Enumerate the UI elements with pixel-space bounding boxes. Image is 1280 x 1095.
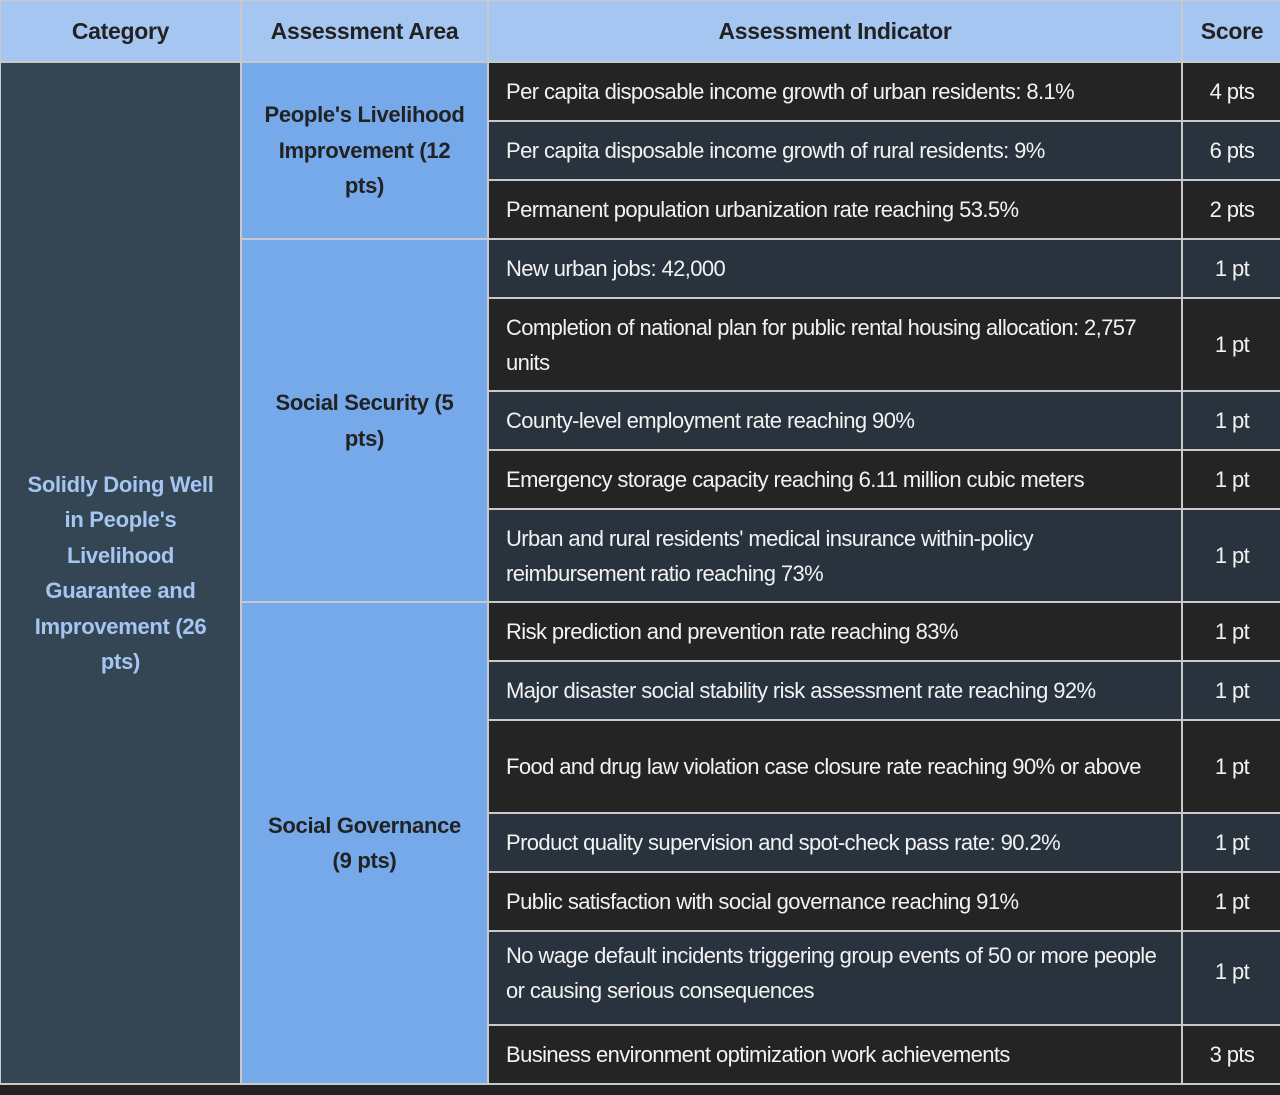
score-cell: 4 pts [1181,61,1280,122]
score-cell: 1 pt [1181,508,1280,603]
score-cell: 3 pts [1181,1024,1280,1085]
indicator-cell: Per capita disposable income growth of u… [487,61,1183,122]
table-row: Product quality supervision and spot-che… [0,812,1280,873]
indicator-cell: Product quality supervision and spot-che… [487,812,1183,873]
score-cell: 1 pt [1181,390,1280,451]
table-row: Major disaster social stability risk ass… [0,660,1280,721]
header-assessment-indicator: Assessment Indicator [487,0,1183,63]
indicator-cell: Food and drug law violation case closure… [487,719,1183,814]
table-row: Per capita disposable income growth of r… [0,120,1280,181]
indicator-cell: Permanent population urbanization rate r… [487,179,1183,240]
area-social-governance: Social Governance (9 pts) [240,601,489,1085]
indicator-cell: New urban jobs: 42,000 [487,238,1183,299]
score-cell: 1 pt [1181,930,1280,1026]
category-cell: Solidly Doing Well in People's Livelihoo… [0,61,242,1085]
table-row: Emergency storage capacity reaching 6.11… [0,449,1280,510]
score-cell: 1 pt [1181,449,1280,510]
score-cell: 1 pt [1181,238,1280,299]
table-row: County-level employment rate reaching 90… [0,390,1280,451]
header-row: Category Assessment Area Assessment Indi… [0,0,1280,63]
table-row: Food and drug law violation case closure… [0,719,1280,814]
header-score: Score [1181,0,1280,63]
score-cell: 6 pts [1181,120,1280,181]
indicator-cell: Urban and rural residents' medical insur… [487,508,1183,603]
indicator-cell: Completion of national plan for public r… [487,297,1183,392]
table-row: Completion of national plan for public r… [0,297,1280,392]
table-row: Business environment optimization work a… [0,1024,1280,1085]
score-cell: 1 pt [1181,601,1280,662]
indicator-cell: Public satisfaction with social governan… [487,871,1183,932]
indicator-cell: Major disaster social stability risk ass… [487,660,1183,721]
area-social-security: Social Security (5 pts) [240,238,489,603]
table-row: Solidly Doing Well in People's Livelihoo… [0,61,1280,1085]
table-row: Urban and rural residents' medical insur… [0,508,1280,603]
indicator-cell: No wage default incidents triggering gro… [487,930,1183,1026]
area-peoples-livelihood: People's Livelihood Improvement (12 pts) [240,61,489,240]
table-row: No wage default incidents triggering gro… [0,930,1280,1026]
score-cell: 2 pts [1181,179,1280,240]
score-cell: 1 pt [1181,719,1280,814]
table-row: Public satisfaction with social governan… [0,871,1280,932]
score-cell: 1 pt [1181,660,1280,721]
table-row: Social Governance (9 pts) Risk predictio… [0,601,1280,1085]
score-value: 1 pt [1214,959,1250,984]
table-row: Permanent population urbanization rate r… [0,179,1280,240]
header-category: Category [0,0,242,63]
score-cell: 1 pt [1181,871,1280,932]
indicator-cell: County-level employment rate reaching 90… [487,390,1183,451]
table-row: Social Security (5 pts) New urban jobs: … [0,238,1280,603]
indicator-cell: Risk prediction and prevention rate reac… [487,601,1183,662]
indicator-cell: Emergency storage capacity reaching 6.11… [487,449,1183,510]
header-assessment-area: Assessment Area [240,0,489,63]
indicator-cell: Business environment optimization work a… [487,1024,1183,1085]
score-cell: 1 pt [1181,297,1280,392]
indicator-cell: Per capita disposable income growth of r… [487,120,1183,181]
score-cell: 1 pt [1181,812,1280,873]
